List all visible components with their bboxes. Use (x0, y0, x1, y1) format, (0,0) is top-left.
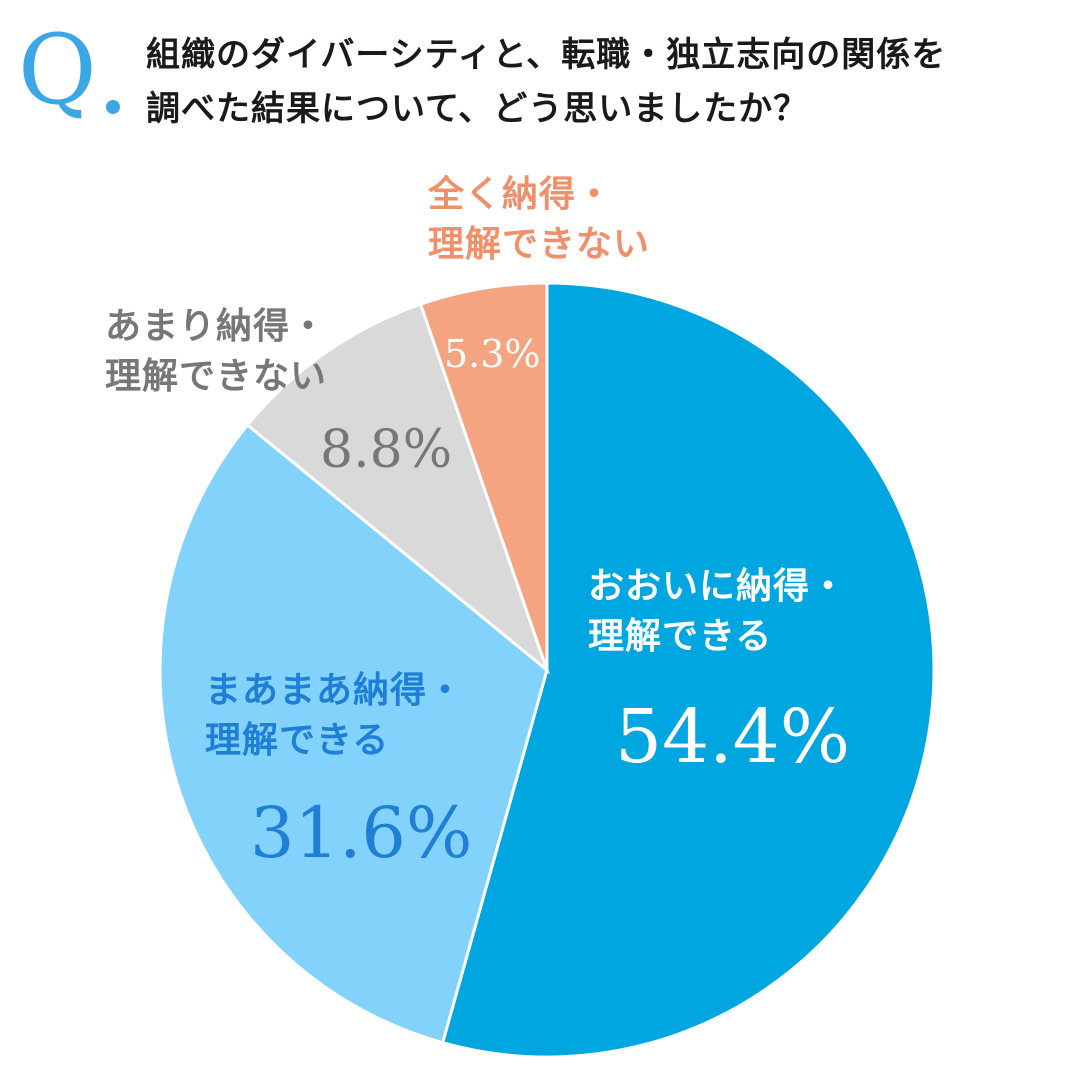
slice-somewhat-agree (158, 422, 549, 1045)
question-line-1: 組織のダイバーシティと、転職・独立志向の関係を (146, 35, 947, 75)
pie-slices (158, 281, 936, 1059)
slice-value-not-really: 8.8% (320, 420, 453, 480)
question-text: 組織のダイバーシティと、転職・独立志向の関係を 調べた結果について、どう思いまし… (146, 28, 1066, 136)
slice-label-line-1: おおいに納得・ (588, 566, 848, 607)
q-mark: Q (18, 14, 97, 126)
q-dot-icon (106, 100, 120, 114)
slice-label-line-1: 全く納得・ (428, 174, 614, 215)
slice-not-at-all (418, 281, 549, 671)
slice-label-not-at-all: 全く納得・ 理解できない (428, 170, 650, 270)
slice-value-strongly-agree: 54.4% (615, 694, 851, 780)
slice-label-somewhat-agree: まあまあ納得・ 理解できる (205, 666, 464, 766)
slice-strongly-agree (440, 281, 936, 1059)
slice-label-line-1: まあまあ納得・ (205, 670, 465, 711)
slice-label-not-really: あまり納得・ 理解できない (105, 302, 327, 402)
question-header: Q 組織のダイバーシティと、転職・独立志向の関係を 調べた結果について、どう思い… (18, 22, 1068, 142)
slice-label-line-1: あまり納得・ (105, 306, 328, 347)
slice-value-not-at-all: 5.3% (444, 332, 541, 376)
slice-value-somewhat-agree: 31.6% (250, 792, 473, 874)
slice-label-line-2: 理解できない (428, 224, 651, 265)
slice-label-line-2: 理解できない (105, 356, 328, 397)
slice-label-line-2: 理解できる (588, 616, 773, 657)
slice-not-really (245, 302, 551, 675)
slice-label-line-2: 理解できる (205, 720, 390, 761)
slice-label-strongly-agree: おおいに納得・ 理解できる (588, 562, 847, 662)
question-line-2: 調べた結果について、どう思いましたか？ (146, 89, 809, 129)
